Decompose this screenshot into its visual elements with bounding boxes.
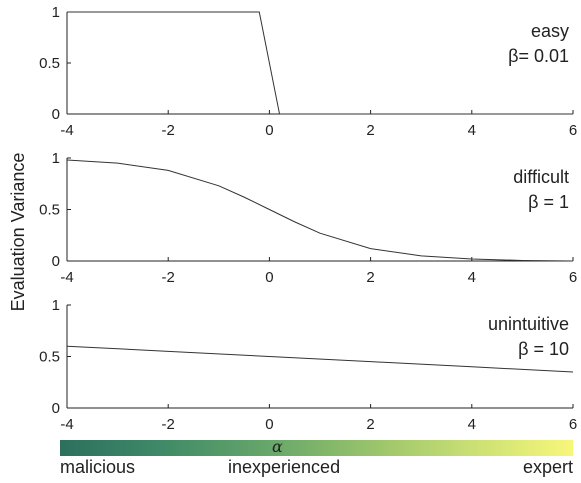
x-tick-label: 2 (366, 416, 374, 433)
alpha-symbol: α (272, 437, 283, 456)
x-tick-label: -2 (162, 122, 175, 139)
panel-annotation: difficult (513, 167, 569, 187)
x-tick-label: 2 (366, 269, 374, 286)
x-tick-label: -2 (162, 416, 175, 433)
colorbar-label-expert: expert (522, 457, 573, 477)
panel-annotation: β = 10 (518, 339, 569, 359)
y-tick-label: 1 (52, 297, 60, 314)
panel-1: -4 -2 0 2 4 6 0 0.5 1 easy β= 0.01 (39, 4, 577, 139)
series-line (66, 345, 574, 373)
panel-annotation: β= 0.01 (508, 46, 569, 66)
figure: Evaluation Variance -4 -2 0 2 4 6 0 0.5 1 easy β= … (8, 4, 577, 433)
panel-annotation: β = 1 (528, 192, 569, 212)
y-tick-label: 0.5 (39, 349, 60, 366)
y-tick-label: 0 (52, 253, 60, 270)
colorbar-label-inexperienced: inexperienced (228, 457, 341, 477)
x-tick-label: 4 (468, 416, 476, 433)
x-tick-label: -2 (162, 269, 175, 286)
alpha-colorbar (60, 440, 573, 456)
x-tick-label: 0 (265, 122, 273, 139)
x-tick-label: 4 (468, 122, 476, 139)
y-tick-label: 0 (52, 400, 60, 417)
x-tick-label: -4 (60, 269, 73, 286)
x-tick-label: 2 (366, 122, 374, 139)
series-line (67, 11, 573, 115)
panel-annotation: unintuitive (488, 314, 569, 334)
y-tick-label: 1 (52, 4, 60, 21)
panel-annotation: easy (531, 21, 569, 41)
x-tick-label: 4 (468, 269, 476, 286)
y-axis-label: Evaluation Variance (8, 153, 28, 312)
series-line (66, 159, 574, 262)
x-tick-label: 0 (265, 269, 273, 286)
y-tick-label: 1 (52, 150, 60, 167)
panel-3: -4 -2 0 2 4 6 0 0.5 1 unintuitive β = 10 (39, 297, 577, 433)
colorbar-label-malicious: malicious (60, 457, 136, 477)
x-tick-label: 0 (265, 416, 273, 433)
panels: -4 -2 0 2 4 6 0 0.5 1 easy β= 0.01 -4 -2 0 2 4 6 0 0.5 1 dif… (39, 4, 577, 433)
x-tick-label: 6 (569, 269, 577, 286)
panel-2: -4 -2 0 2 4 6 0 0.5 1 difficult β = 1 (39, 150, 577, 286)
x-tick-label: 6 (569, 416, 577, 433)
y-tick-label: 0.5 (39, 202, 60, 219)
x-tick-label: 6 (569, 122, 577, 139)
y-tick-label: 0.5 (39, 55, 60, 72)
x-tick-label: -4 (60, 416, 73, 433)
x-tick-label: -4 (60, 122, 73, 139)
y-tick-label: 0 (52, 106, 60, 123)
